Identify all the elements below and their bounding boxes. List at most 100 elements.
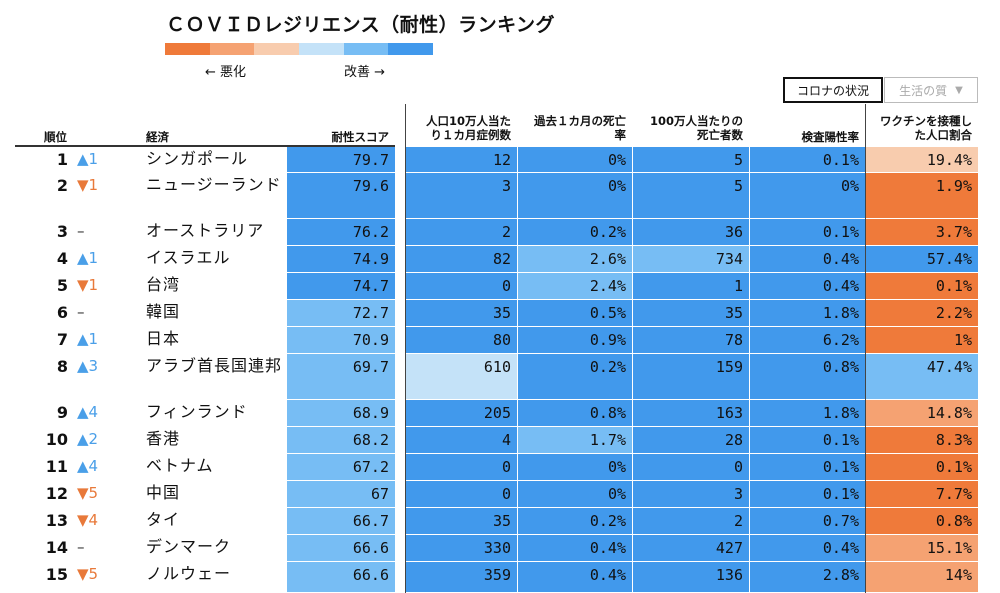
deaths-per-million-cell: 3 <box>633 481 749 508</box>
economy-name-cell: オーストラリア <box>146 221 265 240</box>
header-economy[interactable]: 経済 <box>146 130 169 144</box>
vaccine-cell: 7.7% <box>866 481 978 508</box>
score-cell: 70.9 <box>287 327 395 354</box>
vaccine-cell: 19.4% <box>866 147 978 173</box>
header-cases-line-2: り１カ月症例数 <box>430 128 512 142</box>
tab-quality-of-life-label: 生活の質 <box>899 83 948 98</box>
score-cell: 79.6 <box>287 173 395 219</box>
deaths-per-million-cell: 1 <box>633 273 749 300</box>
score-cell: 66.6 <box>287 562 395 593</box>
positivity-cell: 0.4% <box>750 246 865 273</box>
positivity-cell: 1.8% <box>750 400 865 427</box>
cases-cell: 0 <box>406 481 517 508</box>
rank-cell: 8 <box>56 357 68 376</box>
positivity-cell: 0.7% <box>750 508 865 535</box>
positivity-cell: 6.2% <box>750 327 865 354</box>
table-row: 15 ▼5 ノルウェー 66.6 359 0.4% 136 2.8% 14% <box>0 562 1000 593</box>
table-row: 2 ▼1 ニュージーランド 79.6 3 0% 5 0% 1.9% <box>0 173 1000 219</box>
header-positivity[interactable]: 検査陽性率 <box>801 130 860 144</box>
rank-change-cell: ▲1 <box>77 150 99 168</box>
score-cell: 68.9 <box>287 400 395 427</box>
header-deaths-line-2: 率 <box>614 128 627 142</box>
vaccine-cell: 3.7% <box>866 219 978 246</box>
score-cell: 66.7 <box>287 508 395 535</box>
positivity-cell: 0.1% <box>750 454 865 481</box>
death-rate-cell: 2.4% <box>518 273 632 300</box>
header-rank[interactable]: 順位 <box>44 130 67 144</box>
economy-name-cell: ベトナム <box>146 456 214 475</box>
vaccine-cell: 15.1% <box>866 535 978 562</box>
score-cell: 68.2 <box>287 427 395 454</box>
rank-cell: 15 <box>45 565 68 584</box>
score-cell: 67 <box>287 481 395 508</box>
legend-worse-label: ← 悪化 <box>205 65 247 80</box>
table-row: 3– オーストラリア 76.2 2 0.2% 36 0.1% 3.7% <box>0 219 1000 246</box>
death-rate-cell: 1.7% <box>518 427 632 454</box>
rank-change-cell: ▲2 <box>77 430 99 448</box>
death-rate-cell: 2.6% <box>518 246 632 273</box>
rank-change-cell: – <box>77 538 85 556</box>
positivity-cell: 0.4% <box>750 535 865 562</box>
cases-cell: 0 <box>406 454 517 481</box>
rank-change-cell: ▲1 <box>77 249 99 267</box>
rank-change-cell: ▼5 <box>77 484 99 502</box>
vaccine-cell: 57.4% <box>866 246 978 273</box>
score-cell: 69.7 <box>287 354 395 400</box>
score-cell: 76.2 <box>287 219 395 246</box>
tab-covid-status[interactable]: コロナの状況 <box>783 77 883 103</box>
rank-cell: 10 <box>45 430 68 449</box>
economy-name-cell: 台湾 <box>146 275 181 294</box>
rank-change-cell: ▼4 <box>77 511 99 529</box>
cases-cell: 12 <box>406 147 517 173</box>
score-cell: 66.6 <box>287 535 395 562</box>
economy-name-cell: イスラエル <box>146 248 231 267</box>
positivity-cell: 2.8% <box>750 562 865 593</box>
economy-name-cell: ニュージーランド <box>146 175 282 194</box>
header-deaths-per-million[interactable]: 100万人当たりの 死亡者数 <box>633 114 743 142</box>
deaths-per-million-cell: 5 <box>633 173 749 219</box>
tab-quality-of-life[interactable]: 生活の質 ▼ <box>884 77 978 103</box>
header-dpm-line-1: 100万人当たりの <box>649 114 743 128</box>
cases-cell: 205 <box>406 400 517 427</box>
header-vaccine-line-1: ワクチンを接種し <box>880 114 972 128</box>
rank-cell: 3 <box>56 222 68 241</box>
economy-name-cell: デンマーク <box>146 537 232 556</box>
chevron-down-icon: ▼ <box>955 84 963 96</box>
positivity-cell: 0.1% <box>750 219 865 246</box>
economy-name-cell: 日本 <box>146 329 181 348</box>
score-cell: 74.9 <box>287 246 395 273</box>
table-row: 1 ▲1 シンガポール 79.7 12 0% 5 0.1% 19.4% <box>0 147 1000 173</box>
vaccine-cell: 14% <box>866 562 978 593</box>
table-row: 11 ▲4 ベトナム 67.2 0 0% 0 0.1% 0.1% <box>0 454 1000 481</box>
vaccine-cell: 47.4% <box>866 354 978 400</box>
deaths-per-million-cell: 2 <box>633 508 749 535</box>
deaths-per-million-cell: 78 <box>633 327 749 354</box>
deaths-per-million-cell: 28 <box>633 427 749 454</box>
rank-cell: 1 <box>56 150 68 169</box>
economy-name-cell: 香港 <box>146 429 181 448</box>
header-deaths[interactable]: 過去１カ月の死亡 率 <box>518 114 626 142</box>
cases-cell: 35 <box>406 508 517 535</box>
economy-name-cell: タイ <box>146 510 181 529</box>
header-cases-line-1: 人口10万人当た <box>425 114 511 128</box>
header-cases[interactable]: 人口10万人当た り１カ月症例数 <box>406 114 511 142</box>
rank-change-cell: ▲4 <box>77 403 99 421</box>
header-score[interactable]: 耐性スコア <box>331 130 390 144</box>
economy-name-cell: フィンランド <box>146 402 248 421</box>
rank-cell: 6 <box>56 303 68 322</box>
header-vaccine[interactable]: ワクチンを接種し た人口割合 <box>866 114 972 142</box>
table-row: 5 ▼1 台湾 74.7 0 2.4% 1 0.4% 0.1% <box>0 273 1000 300</box>
vaccine-cell: 2.2% <box>866 300 978 327</box>
column-divider <box>405 104 406 593</box>
cases-cell: 82 <box>406 246 517 273</box>
deaths-per-million-cell: 5 <box>633 147 749 173</box>
economy-name-cell: 韓国 <box>146 302 181 321</box>
deaths-per-million-cell: 36 <box>633 219 749 246</box>
legend-better-label: 改善 → <box>344 65 386 80</box>
death-rate-cell: 0.8% <box>518 400 632 427</box>
scale-swatch <box>299 43 344 55</box>
rank-cell: 4 <box>56 249 68 268</box>
death-rate-cell: 0% <box>518 173 632 219</box>
scale-swatch <box>388 43 434 55</box>
score-cell: 79.7 <box>287 147 395 173</box>
